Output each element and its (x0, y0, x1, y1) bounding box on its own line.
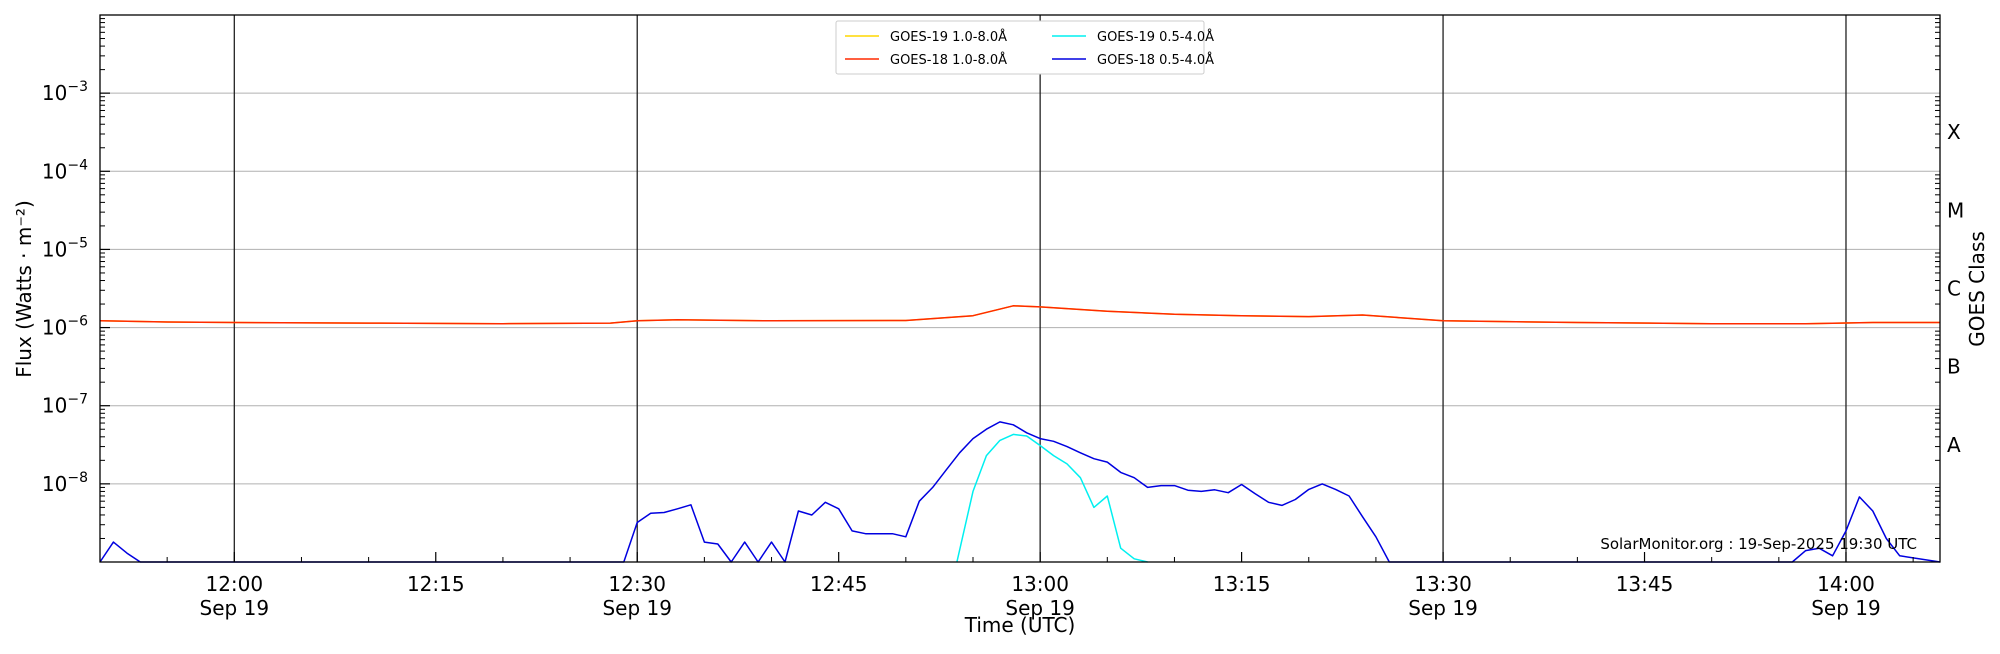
goes-class-b: B (1947, 355, 1961, 379)
x-tick-date: Sep 19 (200, 596, 270, 620)
goes-class-x: X (1947, 120, 1961, 144)
y-tick-label: 10−3 (42, 79, 88, 105)
x-tick-time: 13:30 (1414, 572, 1472, 596)
legend-label: GOES-18 0.5-4.0Å (1097, 52, 1214, 68)
goes-class-c: C (1947, 277, 1961, 301)
y-tick-label: 10−5 (42, 235, 88, 261)
series-lines (99, 305, 1941, 563)
y-tick-label: 10−8 (42, 470, 88, 496)
right-axis-label: GOES Class (1965, 231, 1989, 347)
x-tick-time: 13:45 (1616, 572, 1674, 596)
x-tick-date: Sep 19 (1811, 596, 1881, 620)
x-tick-date: Sep 19 (1005, 596, 1075, 620)
legend-box (835, 20, 1205, 75)
x-tick-time: 13:15 (1213, 572, 1271, 596)
x-tick-date: Sep 19 (1408, 596, 1478, 620)
y-tick-label: 10−6 (42, 314, 88, 340)
tick-marks (99, 18, 1940, 562)
x-tick-date: Sep 19 (602, 596, 672, 620)
legend-label: GOES-18 1.0-8.0Å (890, 52, 1007, 68)
legend-label: GOES-19 0.5-4.0Å (1097, 29, 1214, 45)
x-tick-time: 12:45 (810, 572, 868, 596)
legend-label: GOES-19 1.0-8.0Å (890, 29, 1007, 45)
plot-frame (99, 14, 1941, 563)
x-tick-time: 14:00 (1817, 572, 1875, 596)
series-line (99, 421, 1941, 563)
x-tick-time: 12:30 (608, 572, 666, 596)
y-tick-label: 10−7 (42, 392, 88, 418)
y-axis-label: Flux (Watts · m⁻²) (12, 200, 36, 378)
legend: GOES-19 1.0-8.0Å GOES-18 1.0-8.0Å GOES-19 … (835, 20, 1214, 75)
goes-class-m: M (1947, 198, 1964, 222)
credit-text: SolarMonitor.org : 19-Sep-2025 19:30 UTC (1600, 535, 1917, 553)
x-tick-time: 13:00 (1011, 572, 1069, 596)
series-line (99, 305, 1940, 325)
y-tick-labels: 10−8 10−7 10−6 10−5 10−4 10−3 (42, 79, 88, 496)
series-line (956, 433, 1148, 563)
y-tick-label: 10−4 (42, 157, 88, 183)
goes-class-labels: A B C M X (1947, 120, 1964, 457)
series-line (99, 305, 1940, 325)
grid-lines (100, 15, 1940, 562)
x-tick-time: 12:15 (407, 572, 465, 596)
x-tick-time: 12:00 (205, 572, 263, 596)
x-axis-label: Time (UTC) (964, 613, 1076, 637)
goes-class-a: A (1947, 433, 1961, 457)
